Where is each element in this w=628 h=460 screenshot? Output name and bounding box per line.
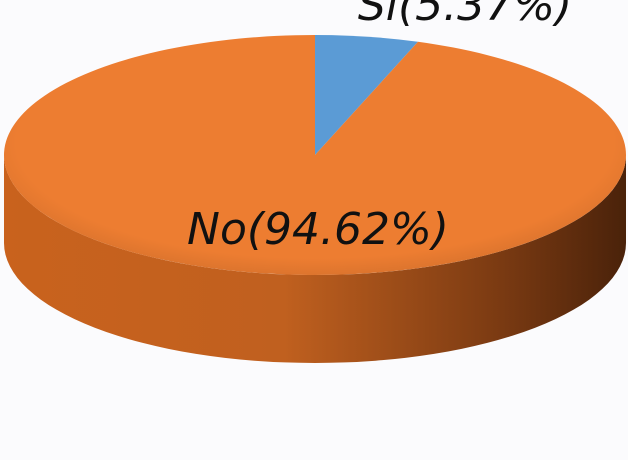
top-shade [4, 35, 626, 275]
slice-side [4, 155, 626, 363]
data-label: Sí(5.37%) [358, 0, 572, 31]
pie [3, 35, 626, 363]
data-label: No(94.62%) [187, 204, 449, 255]
